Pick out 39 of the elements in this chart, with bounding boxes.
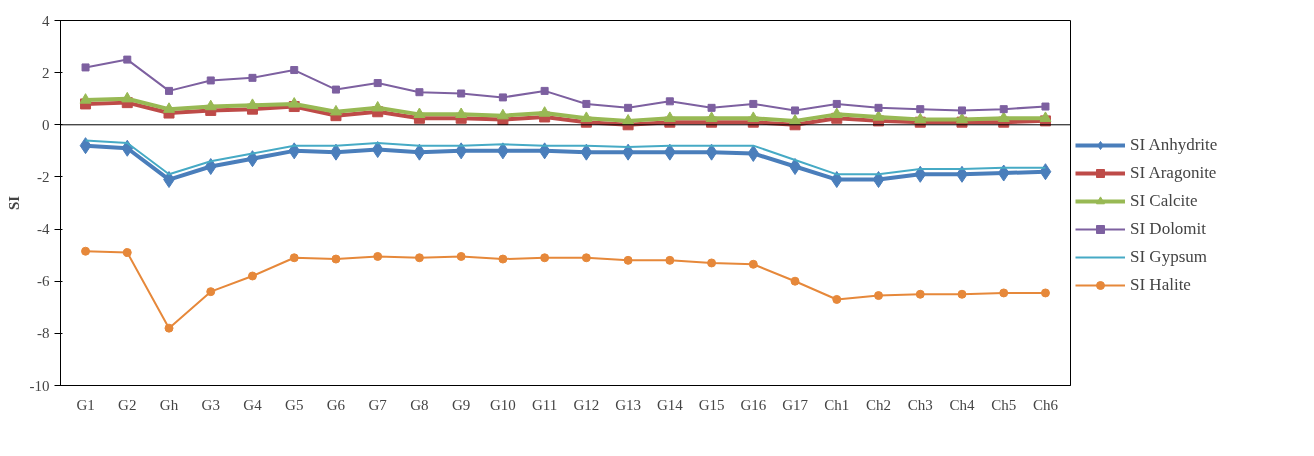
x-tick-label: G17 [782, 396, 809, 413]
x-tick-label: G6 [326, 396, 346, 413]
x-tick-label: G1 [76, 396, 95, 413]
y-tick-label: -4 [37, 221, 50, 238]
legend-label: SI Aragonite [1130, 163, 1217, 183]
y-tick-label: -2 [37, 168, 50, 185]
x-tick-label: G4 [243, 396, 263, 413]
y-tick-label: -10 [29, 377, 50, 394]
y-tick-label: 2 [42, 64, 50, 81]
x-tick-label: G2 [118, 396, 137, 413]
legend-label: SI Dolomit [1130, 219, 1207, 239]
legend-label: SI Calcite [1130, 191, 1198, 211]
y-tick-label: 4 [42, 12, 50, 29]
x-tick-label: G8 [410, 396, 429, 413]
y-tick-label: -6 [37, 273, 50, 290]
x-tick-label: Ch6 [1032, 396, 1059, 413]
x-tick-label: G7 [368, 396, 388, 413]
x-tick-label: G11 [531, 396, 558, 413]
x-tick-label: G9 [451, 396, 471, 413]
x-tick-label: G3 [201, 396, 220, 413]
x-tick-label: Ch5 [991, 396, 1017, 413]
y-axis-title: SI [5, 195, 22, 211]
x-tick-label: G10 [489, 396, 516, 413]
x-tick-label: Ch1 [824, 396, 850, 413]
x-tick-label: G12 [573, 396, 600, 413]
x-tick-label: Ch2 [866, 396, 892, 413]
x-tick-label: G13 [615, 396, 642, 413]
x-tick-label: G14 [656, 396, 684, 413]
legend-label: SI Gypsum [1130, 247, 1207, 267]
y-tick-label: -8 [37, 325, 50, 342]
y-tick-label: 0 [42, 116, 50, 133]
legend-label: SI Halite [1130, 275, 1191, 295]
x-tick-label: Gh [159, 396, 179, 413]
x-tick-label: Ch4 [949, 396, 975, 413]
x-tick-label: G5 [285, 396, 304, 413]
x-tick-label: G15 [698, 396, 725, 413]
x-tick-label: G16 [740, 396, 767, 413]
legend-label: SI Anhydrite [1130, 135, 1218, 155]
x-tick-label: Ch3 [907, 396, 933, 413]
